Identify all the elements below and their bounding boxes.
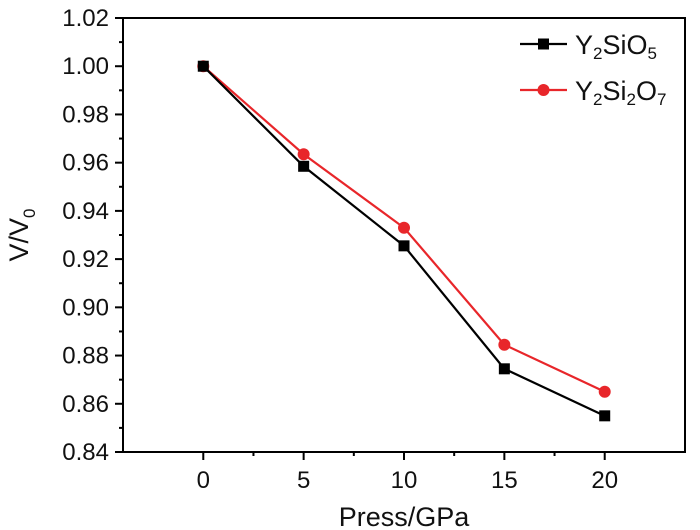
y-axis-label-subscript: 0 (20, 209, 39, 218)
legend-label-y2sio5: Y2SiO5 (575, 30, 657, 63)
y-tick-label: 0.92 (62, 246, 109, 273)
legend-item-y2si2o7: Y2Si2O7 (520, 76, 666, 109)
data-point-y2si2o7 (598, 385, 611, 398)
legend-item-y2sio5: Y2SiO5 (520, 30, 657, 63)
x-tick-label: 5 (297, 467, 310, 494)
data-point-y2sio5 (599, 410, 611, 422)
y-tick-label: 0.98 (62, 101, 109, 128)
y-tick-label: 0.96 (62, 150, 109, 177)
data-point-y2si2o7 (398, 221, 410, 234)
data-point-y2sio5 (398, 240, 410, 252)
series-layer (197, 60, 611, 422)
legend-label-y2si2o7: Y2Si2O7 (575, 76, 666, 109)
series-y2si2o7 (197, 60, 611, 398)
y-tick-label: 1.02 (62, 5, 109, 32)
data-point-y2sio5 (298, 160, 310, 172)
y-axis-label-main: V/V (4, 218, 34, 262)
y-tick-label: 1.00 (62, 53, 109, 80)
legend-marker-y2sio5 (538, 38, 549, 50)
x-tick-label: 10 (391, 467, 418, 494)
y-tick-label: 0.88 (62, 343, 109, 370)
y-tick-label: 0.94 (62, 198, 109, 225)
x-axis-label: Press/GPa (339, 502, 471, 530)
data-point-y2si2o7 (498, 338, 511, 351)
data-point-y2sio5 (498, 363, 510, 375)
series-y2sio5 (197, 60, 611, 422)
y-tick-label: 0.86 (62, 391, 109, 418)
data-point-y2si2o7 (297, 148, 310, 161)
x-tick-label: 0 (197, 467, 210, 494)
plot-frame (122, 17, 686, 453)
data-point-y2sio5 (197, 60, 209, 72)
x-tick-label: 20 (591, 467, 618, 494)
y-tick-label: 0.90 (62, 294, 109, 321)
legend: Y2SiO5 Y2Si2O7 (520, 30, 666, 109)
axis-ticks: 0.84 0.86 0.88 0.90 0.92 0.94 0.96 0.98 1.00 1.02… (62, 5, 618, 494)
y-tick-label: 0.84 (62, 439, 109, 466)
y-axis-label: V/V0 (4, 209, 39, 262)
x-tick-label: 15 (491, 467, 518, 494)
legend-marker-y2si2o7 (537, 84, 550, 96)
